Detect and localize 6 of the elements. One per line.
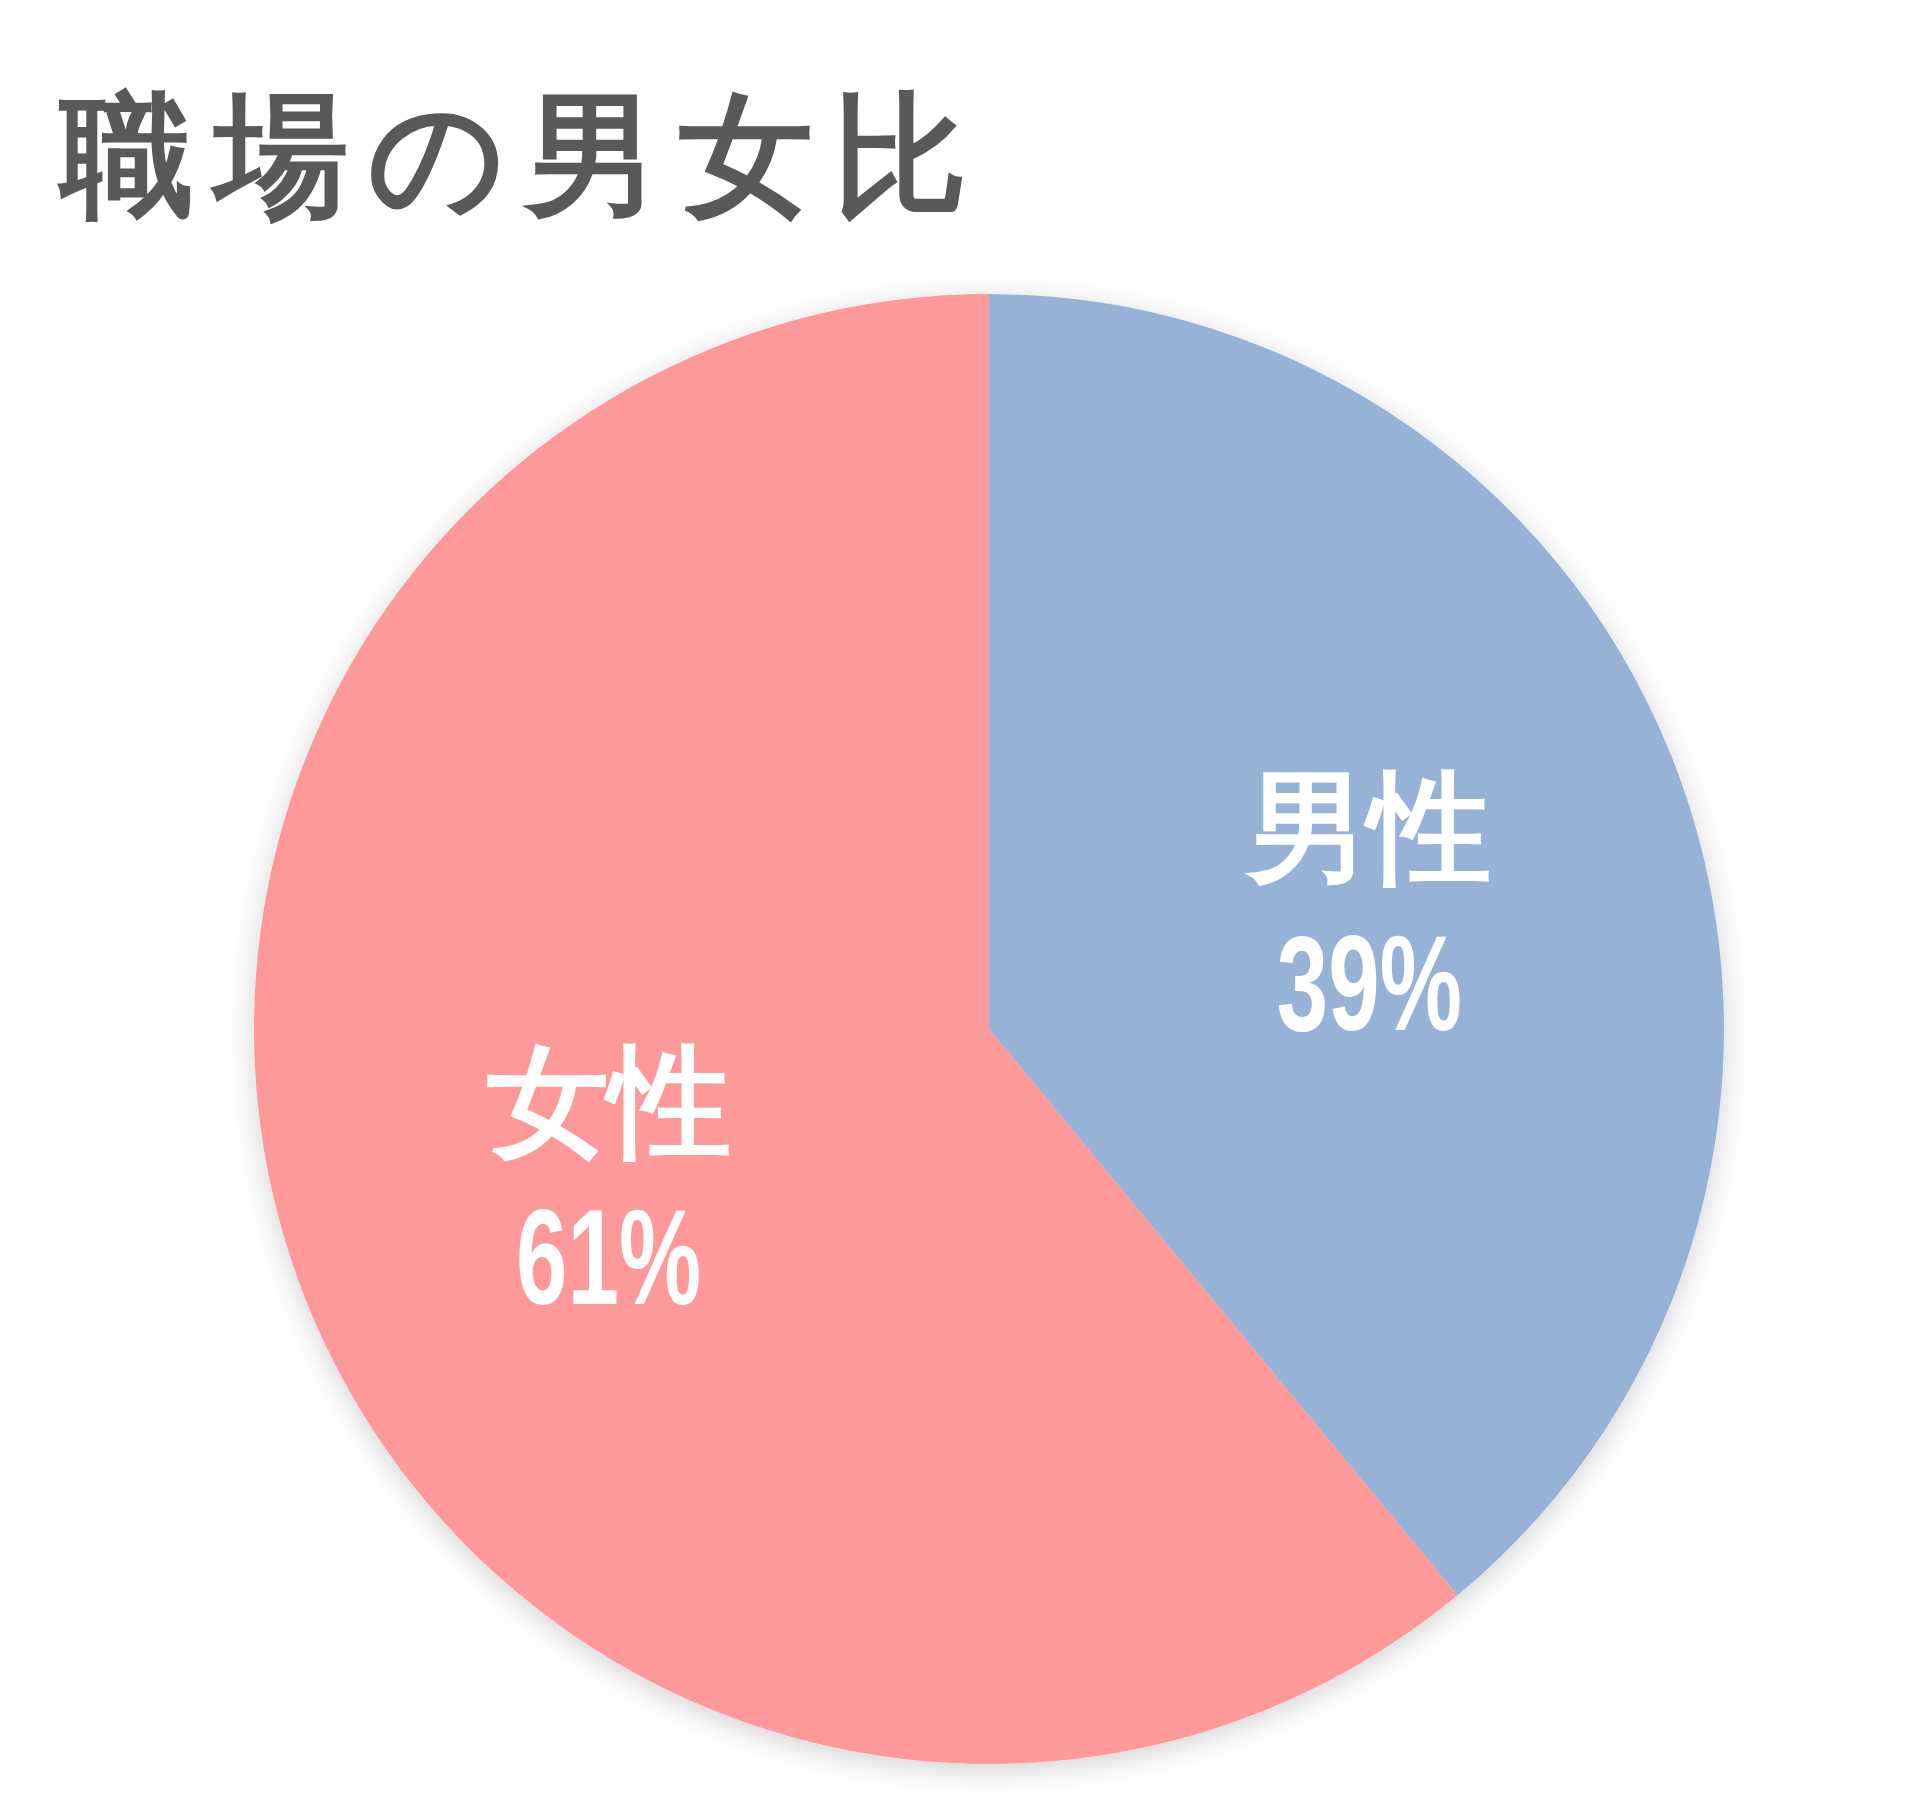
data-label: 39% xyxy=(1276,907,1462,1060)
slice-label: 女性 xyxy=(485,1030,731,1173)
pie-slice xyxy=(989,294,1724,1596)
chart-title: 職場の男女比 xyxy=(56,78,987,234)
data-label: 61% xyxy=(516,1181,702,1334)
slice-label: 男性 xyxy=(1244,757,1492,900)
